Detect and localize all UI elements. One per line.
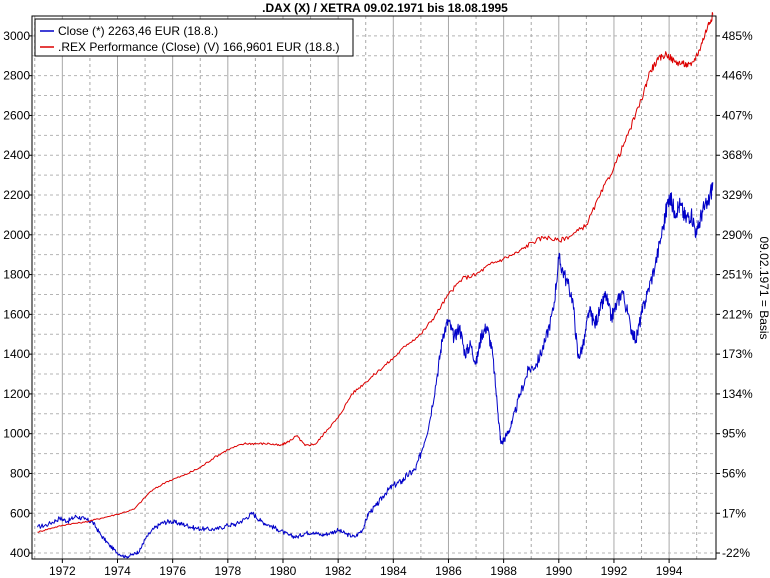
legend-label-rex: .REX Performance (Close) (V) 166,9601 EU… <box>58 40 339 54</box>
y-tick-label-left: 1200 <box>3 387 30 401</box>
y-tick-label-left: 600 <box>10 506 30 520</box>
y-tick-label-left: 1400 <box>3 347 30 361</box>
legend: Close (*) 2263,46 EUR (18.8.) .REX Perfo… <box>34 18 354 57</box>
y-tick-label-right: 56% <box>722 466 746 480</box>
y-tick-label-left: 400 <box>10 546 30 560</box>
x-tick-label: 1976 <box>159 564 186 578</box>
series-line-close <box>37 182 714 559</box>
grid <box>32 15 716 559</box>
legend-label-close: Close (*) 2263,46 EUR (18.8.) <box>58 24 218 38</box>
x-tick-label: 1978 <box>214 564 241 578</box>
y-tick-label-right: 446% <box>722 69 753 83</box>
plot-background <box>32 16 716 559</box>
x-tick-label: 1974 <box>104 564 131 578</box>
x-tick-label: 1982 <box>325 564 352 578</box>
x-tick-label: 1986 <box>435 564 462 578</box>
series-layer <box>37 12 714 559</box>
series-line-rex <box>37 12 714 533</box>
y-tick-label-right: 95% <box>722 427 746 441</box>
right-axis-label: 09.02.1971 = Basis <box>757 236 770 339</box>
y-tick-label-right: -22% <box>722 546 750 560</box>
y-tick-label-left: 2600 <box>3 108 30 122</box>
y-tick-label-right: 17% <box>722 506 746 520</box>
y-tick-label-left: 2000 <box>3 228 30 242</box>
chart-title: .DAX (X) / XETRA 09.02.1971 bis 18.08.19… <box>262 1 508 15</box>
y-tick-label-right: 134% <box>722 387 753 401</box>
y-tick-label-right: 368% <box>722 148 753 162</box>
x-tick-label: 1980 <box>270 564 297 578</box>
x-tick-label: 1992 <box>601 564 628 578</box>
y-tick-label-left: 2800 <box>3 69 30 83</box>
y-axis-left: 400 600 800 1000 1200 1400 1600 1800 2000 2200 240… <box>3 29 32 560</box>
plot-frame <box>31 15 717 560</box>
x-tick-label: 1988 <box>490 564 517 578</box>
y-tick-label-left: 1800 <box>3 268 30 282</box>
x-tick-label: 1972 <box>49 564 76 578</box>
y-tick-label-right: 407% <box>722 108 753 122</box>
y-tick-label-left: 2200 <box>3 188 30 202</box>
y-tick-label-left: 1000 <box>3 427 30 441</box>
y-tick-label-right: 290% <box>722 228 753 242</box>
legend-box <box>34 18 354 57</box>
y-tick-label-left: 2400 <box>3 148 30 162</box>
y-tick-label-right: 212% <box>722 307 753 321</box>
y-axis-right: -22% 17% 56% 95% 134% 173% 212% 251% 290% 329% 368… <box>716 29 753 560</box>
y-tick-label-left: 1600 <box>3 307 30 321</box>
y-tick-label-right: 173% <box>722 347 753 361</box>
x-axis: 1972 1974 1976 1978 1980 1982 1984 1986 1988 1990… <box>49 559 683 578</box>
y-tick-label-left: 3000 <box>3 29 30 43</box>
y-tick-label-right: 329% <box>722 188 753 202</box>
x-tick-label: 1984 <box>380 564 407 578</box>
y-tick-label-right: 251% <box>722 268 753 282</box>
y-tick-label-left: 800 <box>10 466 30 480</box>
x-tick-label: 1990 <box>545 564 572 578</box>
y-tick-label-right: 485% <box>722 29 753 43</box>
x-tick-label: 1994 <box>656 564 683 578</box>
